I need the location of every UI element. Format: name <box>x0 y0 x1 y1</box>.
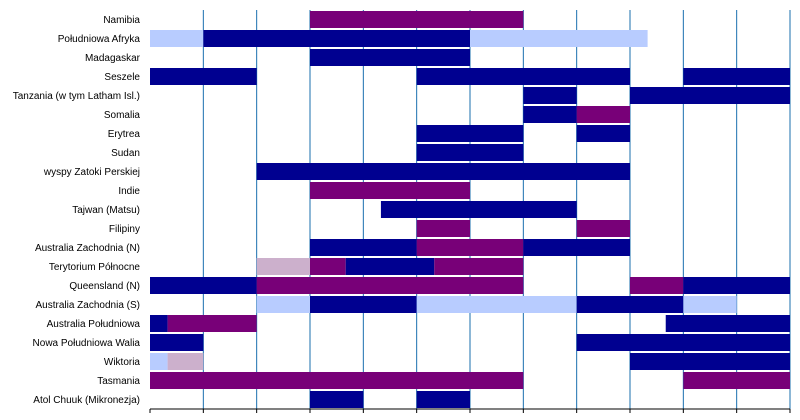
bar-segment <box>310 296 417 313</box>
bar-segment <box>576 296 684 313</box>
bar-segment <box>416 68 630 85</box>
bar-segment <box>150 277 257 294</box>
bar-segment <box>416 220 470 237</box>
bar-segment <box>416 125 524 142</box>
bar-segment <box>630 277 684 294</box>
bar-segment <box>310 182 470 199</box>
category-label: Queensland (N) <box>69 281 140 292</box>
category-label: Tanzania (w tym Latham Isl.) <box>13 91 140 102</box>
category-label: Madagaskar <box>85 53 141 64</box>
bar-segment <box>470 30 648 47</box>
category-label: Atol Chuuk (Mikronezja) <box>33 395 140 406</box>
category-label: Nowa Południowa Walia <box>33 338 141 349</box>
category-label: Sudan <box>111 148 140 159</box>
bar-segment <box>203 30 471 47</box>
bar-segment <box>683 372 790 389</box>
bar-segment <box>630 87 790 104</box>
x-axis <box>149 408 791 413</box>
bar-segment <box>416 239 524 256</box>
category-label: Australia Zachodnia (S) <box>36 300 141 311</box>
category-label: Seszele <box>104 72 140 83</box>
bar-segment <box>256 163 630 180</box>
category-label: wyspy Zatoki Perskiej <box>43 167 140 178</box>
category-label: Tasmania <box>97 376 140 387</box>
bar-segment <box>150 334 204 351</box>
bar-segment <box>256 277 524 294</box>
category-label: Namibia <box>103 15 140 26</box>
category-label: Tajwan (Matsu) <box>72 205 140 216</box>
bar-segment <box>434 258 524 275</box>
category-label: Australia Południowa <box>47 319 141 330</box>
bar-segment <box>167 353 204 370</box>
bar-segment <box>150 372 524 389</box>
bar-segment <box>576 106 630 123</box>
bar-segment <box>150 30 204 47</box>
bar-segment <box>150 315 168 332</box>
bar-segment <box>380 201 577 218</box>
bar-segment <box>523 239 630 256</box>
bars <box>150 11 790 408</box>
bar-segment <box>576 334 790 351</box>
bar-segment <box>683 296 737 313</box>
bar-segment <box>630 353 790 370</box>
category-label: Somalia <box>104 110 141 121</box>
bar-segment <box>310 11 524 28</box>
bar-segment <box>150 68 257 85</box>
bar-segment <box>256 296 310 313</box>
bar-segment <box>310 391 364 408</box>
bar-segment <box>416 144 524 161</box>
bar-segment <box>345 258 435 275</box>
bar-segment <box>310 239 417 256</box>
bar-segment <box>683 68 790 85</box>
bar-segment <box>310 49 470 66</box>
bar-segment <box>256 258 310 275</box>
category-label: Południowa Afryka <box>58 34 141 45</box>
bar-segment <box>416 296 577 313</box>
category-label: Wiktoria <box>104 357 141 368</box>
category-labels: Namibia Południowa Afryka Madagaskar Seszel… <box>13 15 141 406</box>
bar-segment <box>576 125 630 142</box>
bar-segment <box>523 106 577 123</box>
bar-segment <box>665 315 790 332</box>
bar-segment <box>150 353 168 370</box>
category-label: Erytrea <box>108 129 141 140</box>
category-label: Terytorium Północne <box>49 262 141 273</box>
category-label: Indie <box>118 186 140 197</box>
bar-segment <box>683 277 790 294</box>
category-label: Filipiny <box>109 224 140 235</box>
bar-segment <box>576 220 630 237</box>
bar-segment <box>523 87 577 104</box>
bar-segment <box>167 315 257 332</box>
bar-segment <box>416 391 470 408</box>
bar-segment <box>310 258 346 275</box>
category-label: Australia Zachodnia (N) <box>35 243 140 254</box>
